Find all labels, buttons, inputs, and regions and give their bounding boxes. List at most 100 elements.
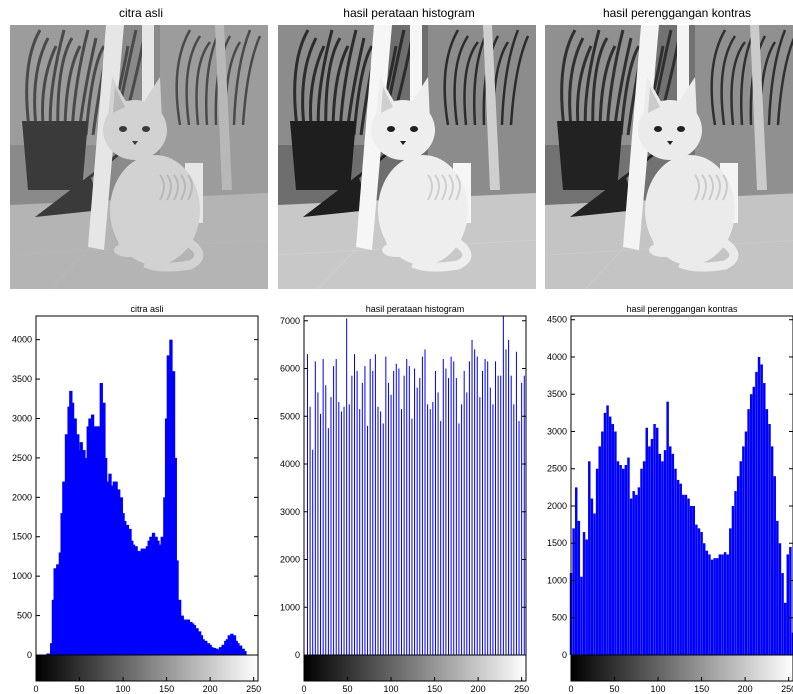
- histogram-bar: [53, 568, 57, 655]
- histogram-bar: [434, 370, 436, 655]
- histogram-bar: [387, 382, 389, 655]
- histogram-bar: [230, 633, 234, 655]
- histogram-bar: [77, 450, 82, 655]
- histogram-bar: [208, 644, 212, 655]
- histogram-bar: [757, 356, 761, 655]
- histogram-bar: [648, 446, 651, 655]
- histogram-bar: [471, 339, 473, 655]
- histogram-bar: [123, 520, 127, 655]
- x-tick-label: 100: [116, 684, 131, 694]
- histogram-bar: [776, 520, 779, 655]
- histogram-bar: [445, 368, 447, 655]
- histogram-bar: [791, 632, 793, 655]
- histogram-bar: [385, 356, 387, 655]
- histogram-bar: [46, 653, 50, 655]
- histogram-bar: [156, 540, 160, 655]
- histogram-bar: [184, 619, 188, 655]
- histogram-bar: [160, 536, 164, 655]
- histogram-bar: [710, 559, 714, 655]
- histogram-bar: [577, 520, 581, 655]
- histogram-bar: [343, 406, 345, 655]
- grayscale-colorbar: [303, 654, 527, 682]
- histogram-stretched: hasil perenggangan kontras 0 500 1000 1500 20…: [535, 300, 793, 694]
- histogram-bar: [212, 647, 217, 655]
- histogram-bar: [770, 446, 774, 655]
- histogram-bar: [90, 414, 95, 655]
- histogram-bar: [742, 446, 745, 655]
- histogram-bar: [661, 461, 664, 655]
- chart-title: hasil perenggangan kontras: [626, 304, 738, 314]
- y-tick-label: 3000: [12, 413, 32, 423]
- histogram-bar: [489, 387, 491, 655]
- histogram-bar: [164, 418, 169, 655]
- histogram-bar: [189, 621, 193, 655]
- histogram-bar: [713, 558, 716, 655]
- histogram-bar: [453, 361, 455, 655]
- histogram-bar: [406, 358, 408, 655]
- histogram-bar: [736, 476, 740, 655]
- photo-title-stretched: hasil perenggangan kontras: [602, 6, 752, 20]
- histogram-bar: [218, 647, 223, 655]
- y-tick-label: 4000: [12, 335, 32, 345]
- histogram-bar: [372, 370, 374, 655]
- histogram-bar: [781, 573, 784, 655]
- photo-equalized: [278, 25, 536, 289]
- histogram-bar: [130, 540, 134, 655]
- histogram-bar: [437, 392, 439, 655]
- histogram-bar: [749, 394, 753, 655]
- histogram-bar: [95, 426, 99, 655]
- histogram-bar: [58, 552, 63, 655]
- histogram-bar: [356, 370, 358, 655]
- histogram-bar: [708, 554, 711, 655]
- histogram-bar: [390, 394, 392, 655]
- x-tick-label: 50: [610, 684, 620, 694]
- histogram-bar: [314, 361, 316, 655]
- x-tick-label: 250: [781, 684, 793, 694]
- histogram-bar: [86, 426, 90, 655]
- histogram-bar: [716, 558, 719, 655]
- histogram-bar: [521, 382, 523, 655]
- histogram-bar: [51, 599, 56, 655]
- histogram-bar: [666, 401, 669, 655]
- histogram-svg: citra asli050010001500200025003000350040…: [12, 304, 261, 694]
- histogram-bar: [182, 619, 186, 655]
- histogram-bar: [84, 457, 89, 655]
- histogram-bar: [427, 404, 429, 655]
- histogram-bar: [119, 497, 123, 655]
- y-tick-label: 3000: [280, 507, 300, 517]
- histogram-bar: [166, 355, 170, 655]
- y-tick-label: 0: [27, 650, 32, 660]
- grayscale-colorbar: [570, 654, 793, 682]
- histogram-bar: [778, 543, 782, 655]
- histogram-bar: [593, 513, 596, 655]
- cat-photo-scene: [10, 25, 268, 289]
- histogram-bar: [145, 546, 150, 655]
- histogram-bar: [241, 648, 245, 655]
- histogram-bar: [518, 421, 520, 655]
- histogram-bar: [340, 411, 342, 655]
- histogram-svg: hasil perenggangan kontras05001000150020…: [547, 304, 793, 694]
- x-tick-label: 50: [75, 684, 85, 694]
- histogram-bar: [624, 465, 628, 655]
- histogram-bar: [393, 370, 395, 655]
- histogram-bar: [671, 453, 675, 655]
- histogram-bar: [705, 550, 709, 655]
- chart-title: citra asli: [130, 304, 163, 314]
- histogram-bar: [572, 528, 575, 655]
- histogram-bar: [421, 356, 423, 655]
- histogram-bar: [112, 481, 117, 655]
- histogram-bar: [143, 548, 147, 655]
- histogram-bar: [637, 487, 641, 655]
- histogram-bar: [234, 640, 238, 655]
- histogram-bar: [726, 554, 729, 655]
- x-tick-label: 100: [384, 684, 399, 694]
- histogram-bar: [306, 354, 308, 655]
- histogram-bar: [309, 406, 311, 655]
- x-tick-label: 50: [343, 684, 353, 694]
- y-tick-label: 0: [562, 650, 567, 660]
- y-tick-label: 1000: [280, 602, 300, 612]
- histogram-bar: [353, 354, 355, 655]
- histogram-bar: [351, 375, 353, 655]
- x-tick-label: 200: [203, 684, 218, 694]
- histogram-bar: [655, 427, 659, 655]
